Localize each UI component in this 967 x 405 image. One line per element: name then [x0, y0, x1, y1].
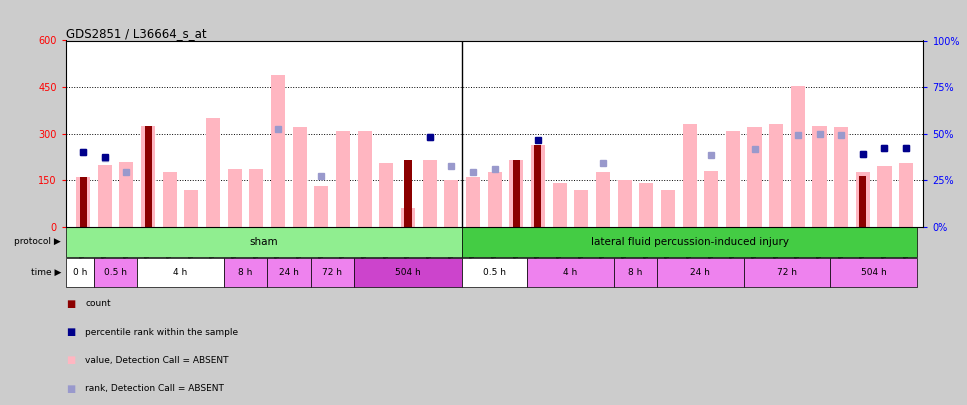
Text: 8 h: 8 h	[629, 268, 643, 277]
Bar	[401, 208, 415, 227]
Text: 0.5 h: 0.5 h	[484, 268, 506, 277]
Bar	[137, 258, 224, 287]
Bar	[683, 124, 696, 227]
Bar	[744, 258, 831, 287]
Text: 4 h: 4 h	[564, 268, 577, 277]
Text: time ▶: time ▶	[31, 268, 61, 277]
Bar	[899, 163, 913, 227]
Text: GDS2851 / L36664_s_at: GDS2851 / L36664_s_at	[66, 28, 206, 40]
Text: 72 h: 72 h	[777, 268, 797, 277]
Text: 504 h: 504 h	[396, 268, 421, 277]
Text: ■: ■	[66, 356, 75, 365]
Text: sham: sham	[249, 237, 278, 247]
Bar	[726, 130, 740, 227]
Bar	[224, 258, 267, 287]
Bar	[94, 258, 137, 287]
Bar	[206, 118, 220, 227]
Text: count: count	[85, 299, 110, 308]
Bar	[462, 258, 527, 287]
Bar	[249, 169, 263, 227]
Bar	[358, 130, 371, 227]
Bar	[444, 180, 458, 227]
Bar	[79, 177, 87, 227]
Bar	[423, 160, 437, 227]
Bar	[267, 258, 310, 287]
Text: 8 h: 8 h	[238, 268, 252, 277]
Bar	[310, 258, 354, 287]
Bar	[639, 183, 654, 227]
Bar	[76, 177, 90, 227]
Bar	[66, 228, 462, 257]
Text: protocol ▶: protocol ▶	[15, 237, 61, 247]
Bar	[336, 130, 350, 227]
Bar	[293, 128, 307, 227]
Text: 0 h: 0 h	[73, 268, 87, 277]
Bar	[119, 162, 133, 227]
Bar	[314, 186, 329, 227]
Bar	[614, 258, 657, 287]
Text: 4 h: 4 h	[173, 268, 188, 277]
Bar	[462, 228, 917, 257]
Bar	[812, 126, 827, 227]
Bar	[618, 180, 631, 227]
Bar	[856, 173, 870, 227]
Bar	[877, 166, 892, 227]
Text: 24 h: 24 h	[278, 268, 299, 277]
Bar	[552, 183, 567, 227]
Text: 0.5 h: 0.5 h	[104, 268, 127, 277]
Bar	[98, 165, 112, 227]
Bar	[271, 75, 285, 227]
Text: ■: ■	[66, 327, 75, 337]
Bar	[162, 173, 177, 227]
Bar	[354, 258, 462, 287]
Bar	[527, 258, 614, 287]
Bar	[596, 173, 610, 227]
Bar	[791, 85, 805, 227]
Bar	[860, 176, 866, 227]
Bar	[404, 160, 412, 227]
Text: 72 h: 72 h	[322, 268, 342, 277]
Text: value, Detection Call = ABSENT: value, Detection Call = ABSENT	[85, 356, 228, 365]
Text: ■: ■	[66, 299, 75, 309]
Bar	[747, 128, 762, 227]
Text: rank, Detection Call = ABSENT: rank, Detection Call = ABSENT	[85, 384, 224, 393]
Bar	[185, 190, 198, 227]
Text: 504 h: 504 h	[861, 268, 887, 277]
Bar	[831, 258, 917, 287]
Bar	[510, 160, 523, 227]
Bar	[574, 190, 588, 227]
Bar	[466, 177, 480, 227]
Bar	[657, 258, 744, 287]
Bar	[513, 160, 520, 227]
Bar	[769, 124, 783, 227]
Bar	[66, 258, 94, 287]
Bar	[379, 163, 394, 227]
Bar	[144, 126, 152, 227]
Bar	[531, 145, 545, 227]
Text: ■: ■	[66, 384, 75, 394]
Text: percentile rank within the sample: percentile rank within the sample	[85, 328, 238, 337]
Bar	[535, 145, 542, 227]
Bar	[141, 126, 155, 227]
Bar	[835, 128, 848, 227]
Bar	[660, 190, 675, 227]
Bar	[704, 171, 718, 227]
Bar	[227, 169, 242, 227]
Text: 24 h: 24 h	[690, 268, 711, 277]
Text: lateral fluid percussion-induced injury: lateral fluid percussion-induced injury	[591, 237, 788, 247]
Bar	[487, 173, 502, 227]
